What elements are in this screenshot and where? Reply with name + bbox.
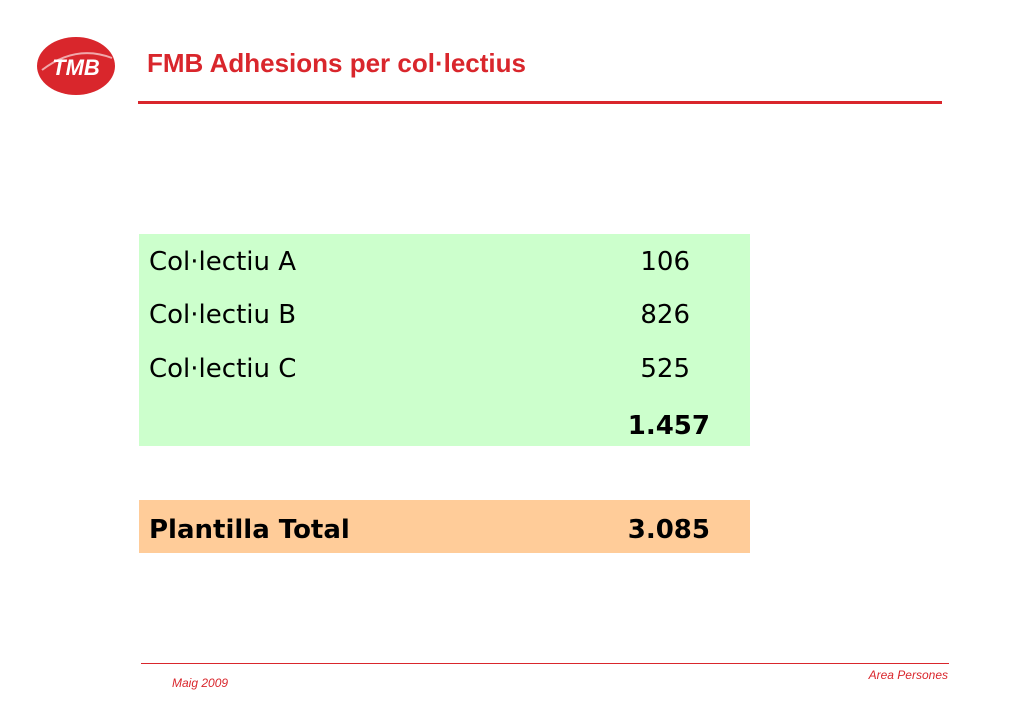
total-label: Plantilla Total	[149, 515, 350, 545]
row-value: 106	[640, 247, 690, 277]
footer-department: Area Persones	[868, 668, 948, 682]
total-value: 3.085	[627, 515, 710, 545]
total-row: Plantilla Total 3.085	[139, 500, 750, 553]
collectius-table: Col·lectiu A 106 Col·lectiu B 826 Col·le…	[139, 234, 750, 446]
page-title: FMB Adhesions per col·lectius	[147, 48, 526, 78]
row-label: Col·lectiu C	[149, 354, 297, 384]
row-label: Col·lectiu A	[149, 247, 297, 277]
footer-divider	[141, 663, 949, 664]
subtotal-value: 1.457	[627, 411, 710, 441]
title-divider	[138, 101, 942, 104]
footer-date: Maig 2009	[172, 676, 229, 690]
logo-text: TMB	[52, 55, 100, 80]
row-value: 826	[640, 300, 690, 330]
row-value: 525	[640, 354, 690, 384]
tmb-logo: TMB	[36, 36, 116, 96]
row-label: Col·lectiu B	[149, 300, 297, 330]
